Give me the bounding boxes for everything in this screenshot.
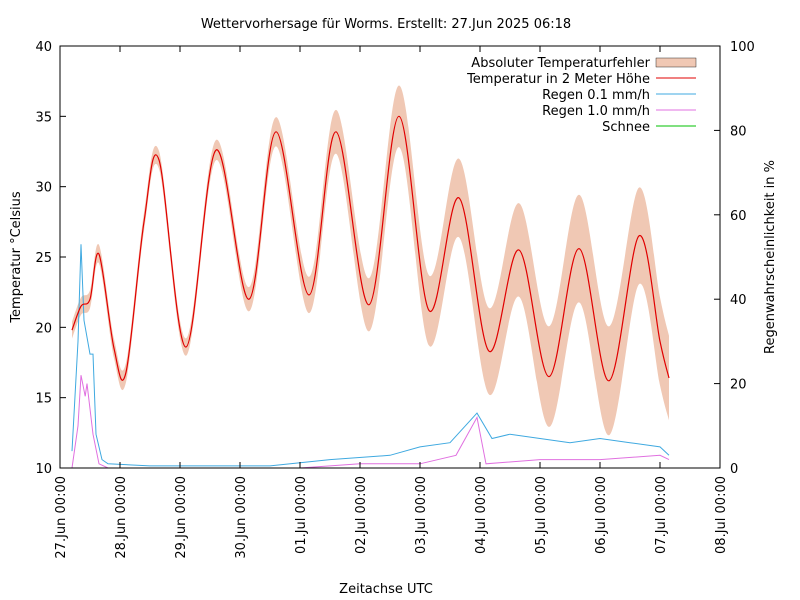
right-tick-label: 40	[730, 293, 747, 308]
rain-layer	[71, 244, 670, 469]
right-tick-label: 80	[730, 124, 747, 139]
x-tick-label: 29.Jun 00:00	[174, 476, 189, 559]
legend-label: Regen 0.1 mm/h	[542, 88, 650, 103]
x-tick-label: 30.Jun 00:00	[234, 476, 249, 559]
right-tick-label: 100	[730, 40, 755, 55]
right-tick-label: 60	[730, 209, 747, 224]
left-tick-label: 10	[35, 462, 52, 477]
x-axis-label: Zeitachse UTC	[339, 582, 433, 597]
x-axis: 27.Jun 00:00 28.Jun 00:00 29.Jun 00:00 30.J…	[54, 46, 729, 559]
x-tick-label: 06.Jul 00:00	[594, 476, 609, 554]
temperature-line	[71, 115, 670, 382]
legend-label: Schnee	[602, 120, 650, 135]
legend-label: Absoluter Temperaturfehler	[471, 56, 650, 71]
left-tick-label: 15	[35, 392, 52, 407]
left-tick-label: 40	[35, 40, 52, 55]
right-tick-label: 0	[730, 462, 738, 477]
x-tick-label: 01.Jul 00:00	[294, 476, 309, 554]
legend-label: Regen 1.0 mm/h	[542, 104, 650, 119]
chart-title: Wettervorhersage für Worms. Erstellt: 27…	[201, 17, 571, 32]
right-tick-label: 20	[730, 378, 747, 393]
left-tick-label: 25	[35, 251, 52, 266]
left-y-axis: 10 15 20 25 30 35 40	[35, 40, 66, 477]
rain-0-1-line	[71, 244, 670, 467]
rain-1-0-line	[71, 375, 670, 469]
temperature-error-band	[72, 85, 669, 436]
legend-label: Temperatur in 2 Meter Höhe	[466, 72, 650, 87]
x-tick-label: 02.Jul 00:00	[354, 476, 369, 554]
left-tick-label: 30	[35, 181, 52, 196]
x-tick-label: 07.Jul 00:00	[654, 476, 669, 554]
x-tick-label: 28.Jun 00:00	[114, 476, 129, 559]
x-tick-label: 08.Jul 00:00	[714, 476, 729, 554]
error-band-layer	[72, 85, 669, 436]
x-tick-label: 03.Jul 00:00	[414, 476, 429, 554]
right-axis-label: Regenwahrscheinlichkeit in %	[763, 160, 778, 354]
left-axis-label: Temperatur °Celsius	[9, 191, 24, 324]
right-y-axis: 0 20 40 60 80 100	[714, 40, 755, 477]
left-tick-label: 20	[35, 321, 52, 336]
x-tick-label: 04.Jul 00:00	[474, 476, 489, 554]
temperature-layer	[71, 115, 670, 382]
left-tick-label: 35	[35, 110, 52, 125]
x-tick-label: 27.Jun 00:00	[54, 476, 69, 559]
x-tick-label: 05.Jul 00:00	[534, 476, 549, 554]
legend-swatch	[655, 57, 697, 68]
